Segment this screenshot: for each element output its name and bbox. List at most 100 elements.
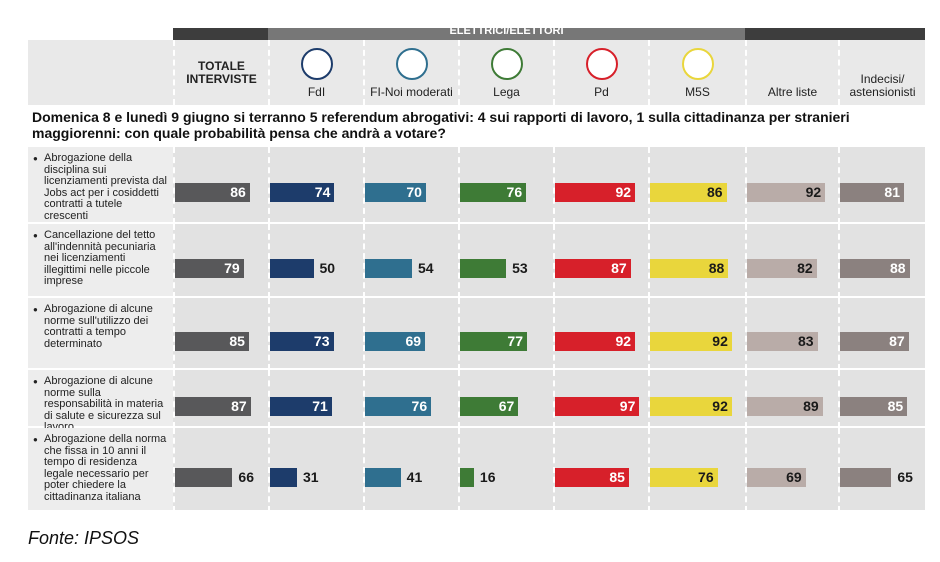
value-label: 76: [411, 397, 428, 414]
cell: 79: [173, 224, 268, 298]
cell: 50: [268, 224, 363, 298]
cell: 85: [838, 370, 925, 428]
value-label: 92: [712, 397, 728, 414]
question: Domenica 8 e lunedì 9 giugno si terranno…: [32, 109, 850, 141]
series-name: FI-Noi moderati: [370, 85, 453, 99]
bar: [555, 183, 636, 202]
value-label: 92: [805, 184, 822, 200]
value-label: 89: [803, 397, 819, 414]
value-label: 31: [302, 468, 319, 485]
bar: [747, 183, 826, 202]
header-cell: Lega: [458, 40, 553, 105]
value-label: 76: [698, 468, 714, 485]
cell: 16: [458, 428, 553, 512]
cell: 81: [838, 147, 925, 224]
value-label: 86: [706, 184, 723, 200]
bar: [175, 467, 233, 487]
bar: [460, 396, 519, 416]
value-label: 88: [889, 259, 906, 276]
value-label: 41: [406, 468, 423, 485]
value-label: 70: [406, 184, 422, 200]
bar: [365, 396, 432, 416]
value-label: 92: [615, 184, 632, 200]
value-label: 85: [609, 468, 625, 485]
bar: [270, 396, 332, 416]
cell: 41: [363, 428, 458, 512]
value-label: 50: [319, 259, 336, 276]
cell: 92: [648, 298, 745, 370]
value-label: 81: [884, 184, 900, 200]
header-cell: TOTALE INTERVISTE: [173, 40, 268, 105]
value-label: 16: [479, 468, 496, 485]
bar: [840, 258, 910, 278]
value-label: 92: [712, 332, 728, 349]
value-label: 65: [897, 468, 913, 485]
bar: [270, 467, 297, 487]
series-name: Indecisi/ astensionisti: [849, 72, 916, 99]
bar: [555, 467, 629, 487]
bar: [650, 183, 727, 202]
cell: 86: [648, 147, 745, 224]
bar: [175, 258, 244, 278]
bar: [460, 183, 527, 202]
header-cell: FI-Noi moderati: [363, 40, 458, 105]
bar: [460, 467, 474, 487]
series-name: TOTALE INTERVISTE: [186, 58, 257, 86]
party-logo: [585, 48, 618, 80]
series-name: Altre liste: [767, 85, 818, 99]
cell: 74: [268, 147, 363, 224]
value-label: 82: [797, 259, 813, 276]
bar: [650, 467, 718, 487]
bar: [175, 331, 249, 351]
group-header: ELETTRICI/ELETTORI: [268, 28, 745, 40]
cell: 89: [745, 370, 838, 428]
cell: 92: [745, 147, 838, 224]
cell: 85: [173, 298, 268, 370]
bar: [270, 331, 334, 351]
source: Fonte: IPSOS: [28, 528, 140, 548]
cell: 88: [648, 224, 745, 298]
cell: 86: [173, 147, 268, 224]
cell: 87: [173, 370, 268, 428]
bar: [747, 258, 817, 278]
bar: [555, 258, 631, 278]
party-logo: [490, 48, 523, 80]
cell: 83: [745, 298, 838, 370]
cell: 97: [553, 370, 648, 428]
header-cell: Altre liste: [745, 40, 838, 105]
party-logo: [681, 48, 714, 80]
row-label: Abrogazione di alcune norme sull'utilizz…: [28, 298, 173, 370]
party-logo: [395, 48, 428, 80]
cell: 82: [745, 224, 838, 298]
value-label: 77: [507, 332, 523, 349]
value-label: 86: [230, 184, 246, 200]
bar: [650, 396, 732, 416]
series-name: FdI: [307, 85, 326, 99]
cell: 73: [268, 298, 363, 370]
bar: [840, 183, 904, 202]
bar: [840, 331, 909, 351]
bar: [175, 183, 250, 202]
value-label: 92: [615, 332, 632, 349]
value-label: 83: [797, 332, 814, 349]
bar: [747, 467, 806, 487]
bar: [747, 396, 823, 416]
value-label: 85: [887, 397, 904, 414]
bar: [650, 258, 729, 278]
bar: [555, 331, 636, 351]
header-cell: FdI: [268, 40, 363, 105]
value-label: 87: [231, 397, 247, 414]
value-label: 85: [229, 332, 245, 349]
header-cell: M5S: [648, 40, 745, 105]
header-cell: Pd: [553, 40, 648, 105]
cell: 70: [363, 147, 458, 224]
cell: 31: [268, 428, 363, 512]
bar: [365, 258, 412, 278]
value-label: 73: [313, 332, 330, 349]
bar: [270, 258, 314, 278]
cell: 71: [268, 370, 363, 428]
bar: [650, 331, 732, 351]
bar: [365, 331, 426, 351]
cell: 76: [648, 428, 745, 512]
